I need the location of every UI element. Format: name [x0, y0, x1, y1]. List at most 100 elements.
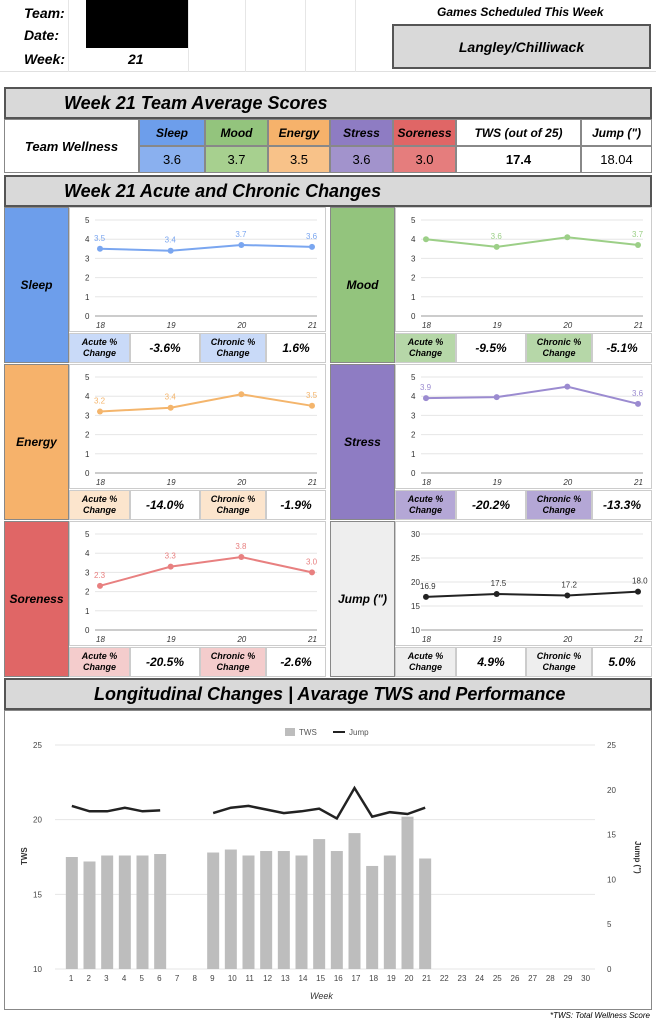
change-label-1-0: Acute % Change	[395, 333, 456, 363]
data-point	[493, 591, 500, 597]
panel-chart-4: 0 1 2 3 4 5 18 19 20 21 2.3 3.3 3.8 3.0	[69, 521, 326, 646]
avg-value-0: 3.6	[139, 146, 205, 173]
avg-value-2: 3.5	[268, 146, 330, 173]
change-label-3-2: Chronic % Change	[526, 490, 592, 520]
data-point	[97, 582, 103, 589]
x-tick-label: 23	[458, 974, 467, 983]
tws-bar	[277, 851, 290, 969]
change-label-1-2: Chronic % Change	[526, 333, 592, 363]
tws-bar	[118, 855, 131, 969]
data-label: 3.0	[306, 557, 318, 566]
change-value-4-3: -2.6%	[266, 647, 326, 677]
panel-label-2: Energy	[4, 364, 69, 520]
tws-bar	[242, 855, 255, 969]
xtick-label: 21	[307, 635, 317, 644]
panel-svg-3: 0 1 2 3 4 5 18 19 20 21 3.9 3.6	[411, 373, 644, 487]
xtick-label: 18	[422, 321, 431, 330]
series-line	[425, 236, 639, 248]
avg-value-1: 3.7	[205, 146, 268, 173]
data-point	[97, 408, 103, 415]
xtick-label: 18	[422, 478, 431, 487]
ytick-label: 15	[411, 602, 420, 611]
y-tick-label: 25	[33, 741, 42, 750]
xtick-label: 20	[562, 635, 572, 644]
ytick-label: 1	[85, 607, 90, 616]
data-point	[493, 394, 500, 401]
ytick-label: 4	[85, 392, 90, 401]
ytick-label: 0	[85, 469, 90, 478]
change-value-2-3: -1.9%	[266, 490, 326, 520]
data-label: 3.9	[420, 383, 432, 392]
xtick-label: 18	[96, 635, 105, 644]
data-point	[635, 241, 641, 248]
header-grid	[0, 0, 656, 72]
avg-header-3: Stress	[330, 119, 393, 146]
change-value-2-1: -14.0%	[130, 490, 200, 520]
panel-label-1: Mood	[330, 207, 395, 363]
xtick-label: 18	[96, 321, 105, 330]
tws-bar	[136, 855, 149, 969]
panel-label-0: Sleep	[4, 207, 69, 363]
x-tick-label: 19	[387, 974, 396, 983]
change-value-4-1: -20.5%	[130, 647, 200, 677]
legend-jump-label: Jump	[349, 728, 369, 737]
data-label: 3.6	[491, 232, 503, 241]
tws-bar	[383, 855, 396, 969]
data-label: 3.2	[94, 397, 106, 406]
xtick-label: 21	[633, 635, 643, 644]
data-label: 3.8	[235, 542, 247, 551]
panel-chart-2: 0 1 2 3 4 5 18 19 20 21 3.2 3.4 3.5	[69, 364, 326, 489]
data-point	[238, 241, 245, 248]
jump-line	[71, 785, 426, 821]
ytick-label: 4	[85, 235, 90, 244]
tws-bar	[313, 839, 326, 969]
series-line	[425, 590, 639, 598]
tws-bar	[224, 849, 237, 969]
change-value-0-3: 1.6%	[266, 333, 326, 363]
change-value-1-3: -5.1%	[592, 333, 652, 363]
ytick-label: 3	[85, 411, 90, 420]
data-point	[493, 243, 500, 250]
data-point	[564, 592, 571, 599]
long-chart-frame: 10 15 20 25 0 5 10 15 20 25 1 2 3 4 5 6 7 8 9 10 11 12 13 14 15 1…	[4, 710, 652, 1010]
data-point	[167, 404, 174, 411]
series-line	[99, 243, 313, 252]
y2-tick-label: 0	[607, 965, 612, 974]
tws-bar	[330, 851, 343, 969]
week-value: 21	[128, 51, 144, 67]
ytick-label: 1	[411, 293, 416, 302]
ytick-label: 4	[411, 392, 416, 401]
team-wellness-label: Team Wellness	[4, 119, 139, 173]
avg-header-4: Soreness	[393, 119, 456, 146]
x-tick-label: 3	[104, 974, 109, 983]
x-tick-label: 22	[440, 974, 449, 983]
ytick-label: 5	[411, 373, 416, 382]
tws-bar	[348, 833, 361, 969]
ytick-label: 0	[411, 312, 416, 321]
ytick-label: 5	[85, 373, 90, 382]
ytick-label: 4	[85, 549, 90, 558]
x-tick-label: 27	[528, 974, 537, 983]
data-label: 3.3	[165, 552, 177, 561]
series-line	[99, 556, 313, 587]
x-tick-label: 2	[87, 974, 92, 983]
data-label: 3.5	[306, 391, 318, 400]
x-tick-label: 8	[193, 974, 198, 983]
xtick-label: 20	[236, 321, 246, 330]
xtick-label: 21	[633, 478, 643, 487]
ytick-label: 2	[85, 431, 90, 440]
panel-chart-0: 0 1 2 3 4 5 18 19 20 21 3.5 3.4 3.7 3.6	[69, 207, 326, 332]
ytick-label: 3	[411, 411, 416, 420]
change-value-3-1: -20.2%	[456, 490, 526, 520]
ytick-label: 3	[85, 254, 90, 263]
xtick-label: 19	[167, 321, 176, 330]
data-label: 17.5	[491, 579, 507, 588]
team-label: Team:	[24, 5, 65, 21]
data-label: 16.9	[420, 582, 436, 591]
panel-svg-2: 0 1 2 3 4 5 18 19 20 21 3.2 3.4 3.5	[85, 373, 318, 487]
change-label-5-2: Chronic % Change	[526, 647, 592, 677]
series-line	[99, 393, 313, 413]
data-point	[635, 588, 641, 595]
data-label: 2.3	[94, 571, 106, 580]
y2-tick-label: 5	[607, 920, 612, 929]
